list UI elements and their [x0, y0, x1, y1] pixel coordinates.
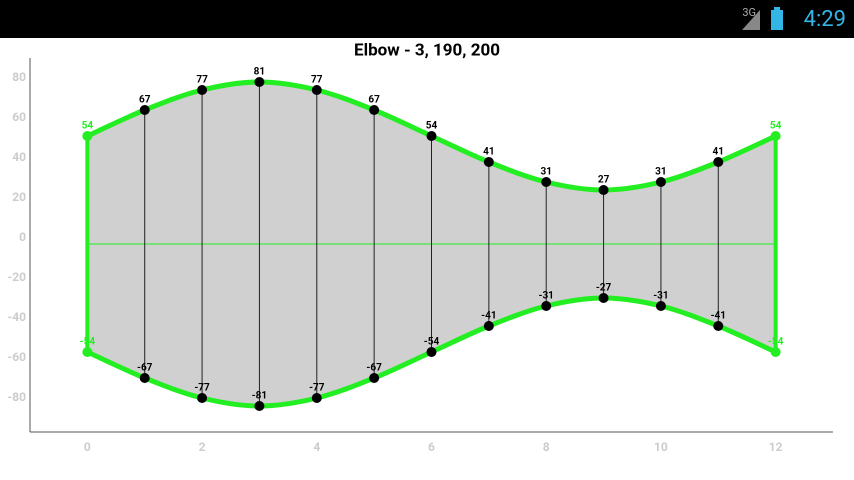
data-label: -54	[424, 337, 440, 348]
point	[598, 185, 609, 195]
data-label: 81	[254, 67, 265, 78]
data-label: -31	[653, 291, 668, 302]
point	[426, 131, 437, 141]
point	[139, 373, 150, 383]
point	[369, 373, 380, 383]
data-label: -67	[137, 363, 153, 374]
data-label: 41	[713, 147, 724, 158]
point	[197, 393, 208, 403]
point	[426, 347, 437, 357]
data-label: -81	[252, 391, 267, 402]
point	[770, 347, 781, 357]
y-tick-label: -60	[8, 350, 27, 364]
clock: 4:29	[804, 7, 846, 32]
point	[254, 401, 265, 411]
data-label: -77	[194, 383, 210, 394]
y-tick-label: 20	[12, 190, 26, 204]
data-label: -54	[80, 337, 96, 348]
data-label: -77	[309, 383, 325, 394]
data-label: -54	[768, 337, 784, 348]
data-label: -67	[366, 363, 382, 374]
point	[311, 393, 322, 403]
point	[369, 105, 380, 115]
data-label: 54	[770, 121, 782, 132]
point	[541, 177, 552, 187]
x-tick-label: 0	[84, 440, 91, 454]
point	[197, 85, 208, 95]
data-label: -41	[481, 311, 496, 322]
data-label: 41	[483, 147, 494, 158]
chart-title: Elbow - 3, 190, 200	[354, 40, 500, 60]
x-tick-label: 10	[654, 440, 668, 454]
data-label: 54	[82, 121, 94, 132]
point	[483, 321, 494, 331]
x-tick-label: 4	[313, 440, 320, 454]
data-label: 31	[655, 167, 666, 178]
y-tick-label: 80	[12, 70, 26, 84]
data-label: -27	[596, 283, 612, 294]
point	[770, 131, 781, 141]
point	[541, 301, 552, 311]
point	[82, 347, 93, 357]
y-tick-label: -40	[8, 310, 27, 324]
data-label: -41	[711, 311, 726, 322]
x-tick-label: 6	[428, 440, 435, 454]
data-label: 54	[426, 121, 438, 132]
signal-icon	[742, 10, 760, 30]
data-label: 67	[139, 95, 151, 106]
y-tick-label: -80	[8, 390, 27, 404]
point	[713, 321, 724, 331]
point	[311, 85, 322, 95]
status-bar	[0, 0, 854, 38]
point	[82, 131, 93, 141]
point	[254, 77, 265, 87]
y-tick-label: 0	[19, 230, 26, 244]
y-tick-label: 40	[12, 150, 26, 164]
data-label: -31	[539, 291, 554, 302]
data-label: 31	[540, 167, 551, 178]
point	[483, 157, 494, 167]
battery-cap	[774, 7, 780, 10]
point	[139, 105, 150, 115]
point	[655, 301, 666, 311]
x-tick-label: 12	[769, 440, 783, 454]
data-label: 27	[598, 175, 610, 186]
point	[713, 157, 724, 167]
x-tick-label: 8	[543, 440, 550, 454]
point	[598, 293, 609, 303]
battery-icon	[771, 10, 783, 30]
x-tick-label: 2	[199, 440, 206, 454]
data-label: 67	[368, 95, 380, 106]
data-label: 77	[311, 75, 323, 86]
y-tick-label: -20	[8, 270, 27, 284]
point	[655, 177, 666, 187]
data-label: 77	[196, 75, 208, 86]
network-type: 3G	[742, 6, 756, 19]
y-tick-label: 60	[12, 110, 26, 124]
